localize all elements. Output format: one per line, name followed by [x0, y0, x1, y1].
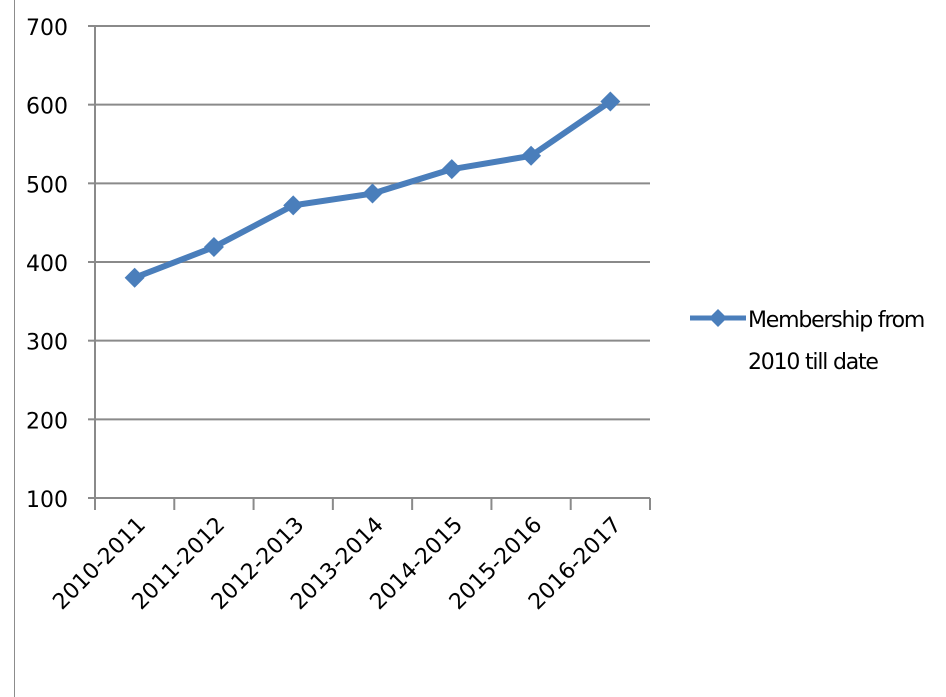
y-tick-label: 600 [26, 95, 68, 120]
data-point-marker [441, 159, 462, 180]
legend-line-diamond-icon [690, 309, 746, 327]
axes [88, 25, 651, 510]
legend-label: Membership from 2010 till date [748, 308, 925, 375]
y-tick-label: 300 [26, 331, 68, 356]
data-point-marker [521, 145, 542, 166]
y-tick-label: 100 [26, 488, 68, 513]
y-tick-label: 500 [26, 173, 68, 198]
frame-border [14, 0, 15, 697]
y-tick-label: 700 [26, 16, 68, 41]
series-layer [124, 91, 621, 288]
legend: Membership from 2010 till date [690, 300, 946, 390]
data-point-marker [283, 195, 304, 216]
y-tick-label: 400 [26, 252, 68, 277]
y-tick-labels: 100 200 300 400 500 600 700 [26, 16, 68, 513]
y-tick-label: 200 [26, 409, 68, 434]
data-point-marker [124, 267, 145, 288]
gridlines [95, 25, 650, 499]
data-point-marker [600, 91, 621, 112]
x-tick-labels: 2010-20112011-20122012-20132013-20142014… [48, 513, 626, 615]
data-point-marker [203, 237, 224, 258]
data-point-marker [362, 183, 383, 204]
